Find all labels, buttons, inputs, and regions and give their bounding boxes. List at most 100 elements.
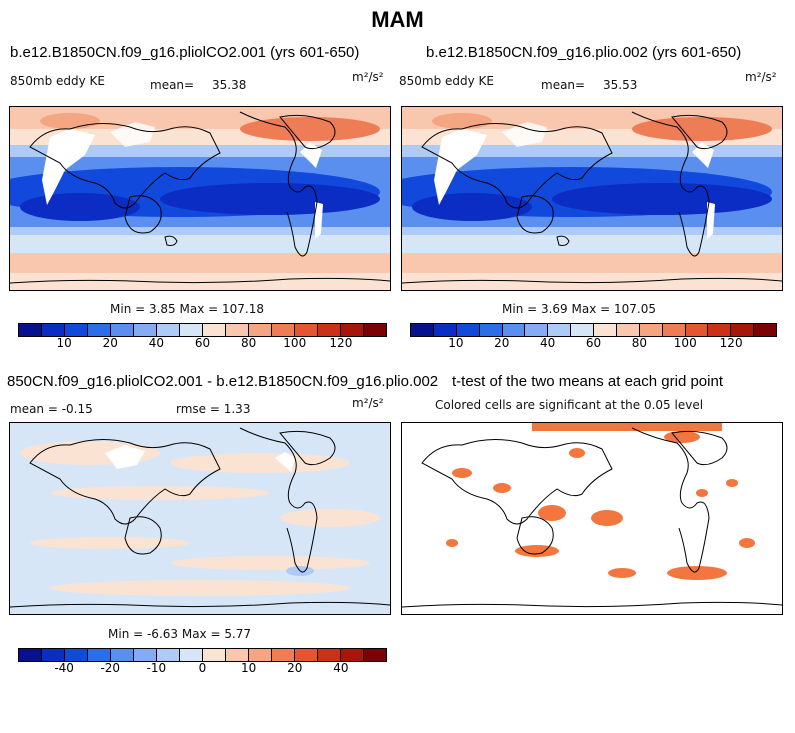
colorbar-swatch — [594, 324, 617, 336]
colorbar-swatch — [341, 324, 364, 336]
colorbar-swatch — [295, 324, 318, 336]
colorbar-swatch — [134, 324, 157, 336]
colorbar-swatch — [88, 649, 111, 661]
colorbar-swatch — [65, 649, 88, 661]
colorbar-swatch — [479, 324, 503, 336]
colorbar-swatch — [111, 649, 134, 661]
field-map-svg-top-right — [402, 107, 782, 290]
units-bottom-left: m²/s² — [352, 396, 384, 410]
mean-text-bottom-left: mean = -0.15 — [10, 402, 93, 416]
colorbar-swatch — [525, 324, 549, 336]
units-top-right: m²/s² — [745, 70, 777, 84]
figure-title: MAM — [371, 7, 424, 32]
colorbar-swatch — [685, 324, 709, 336]
variable-label-top-right: 850mb eddy KE — [399, 74, 495, 88]
colorbar-tick-label: 100 — [673, 336, 697, 350]
significance-map-svg-bottom-right — [402, 423, 782, 614]
colorbar-swatch — [456, 324, 480, 336]
colorbar-tick-label: 20 — [494, 336, 510, 350]
colorbar-top-right — [410, 323, 777, 337]
rmse-text-bottom-left: rmse = 1.33 — [176, 402, 251, 416]
mean-value-top-right: 35.53 — [603, 78, 638, 92]
colorbar-swatch — [616, 324, 640, 336]
map-bottom-right — [401, 422, 783, 615]
mean-label-top-right: mean= — [541, 78, 586, 92]
field-map-svg-top-left — [10, 107, 390, 290]
colorbar-tick-label: 80 — [240, 336, 257, 350]
units-top-left: m²/s² — [352, 70, 384, 84]
mean-value-top-left: 35.38 — [212, 78, 247, 92]
colorbar-swatch — [433, 324, 457, 336]
colorbar-swatch — [731, 324, 755, 336]
minmax-top-right: Min = 3.69 Max = 107.05 — [502, 302, 656, 316]
colorbar-swatch — [571, 324, 594, 336]
colorbar-swatch — [157, 324, 180, 336]
colorbar-tick-label: 120 — [719, 336, 743, 350]
colorbar-tick-label: -20 — [100, 661, 121, 675]
colorbar-tick-label: -10 — [146, 661, 167, 675]
colorbar-tick-label: 40 — [539, 336, 556, 350]
colorbar-tick-label: 10 — [56, 336, 72, 350]
colorbar-tick-label: 20 — [287, 661, 303, 675]
colorbar-tick-label: 40 — [148, 336, 165, 350]
colorbar-swatch — [502, 324, 526, 336]
colorbar-swatch — [226, 324, 249, 336]
colorbar-swatch — [226, 649, 249, 661]
colorbar-swatch — [364, 324, 386, 336]
colorbar-swatch — [111, 324, 134, 336]
colorbar-tick-label: 120 — [329, 336, 353, 350]
map-bottom-left — [9, 422, 391, 615]
difference-map-svg-bottom-left — [10, 423, 390, 614]
colorbar-swatch — [203, 649, 226, 661]
panel-title-top-right: b.e12.B1850CN.f09_g16.plio.002 (yrs 601-… — [426, 44, 742, 61]
subtitle-bottom-right: Colored cells are significant at the 0.0… — [435, 398, 704, 412]
colorbar-tick-label: 10 — [448, 336, 464, 350]
colorbar-swatch — [65, 324, 88, 336]
colorbar-swatch — [157, 649, 180, 661]
colorbar-tick-label: 60 — [585, 336, 602, 350]
colorbar-swatch — [249, 649, 272, 661]
colorbar-top-left — [18, 323, 387, 337]
colorbar-swatch — [318, 649, 341, 661]
colorbar-tick-label: 80 — [631, 336, 648, 350]
variable-label-top-left: 850mb eddy KE — [10, 74, 106, 88]
colorbar-swatch — [249, 324, 272, 336]
colorbar-swatch — [295, 649, 318, 661]
colorbar-swatch — [411, 324, 434, 336]
colorbar-swatch — [662, 324, 686, 336]
colorbar-swatch — [318, 324, 341, 336]
colorbar-tick-label: 0 — [198, 661, 207, 675]
colorbar-swatch — [341, 649, 364, 661]
colorbar-swatch — [548, 324, 572, 336]
colorbar-swatch — [754, 324, 776, 336]
colorbar-bottom-left — [18, 648, 387, 662]
colorbar-swatch — [180, 324, 203, 336]
colorbar-tick-label: 10 — [240, 661, 257, 675]
map-top-left — [9, 106, 391, 291]
colorbar-swatch — [203, 324, 226, 336]
colorbar-tick-label: 40 — [333, 661, 349, 675]
colorbar-swatch — [19, 324, 42, 336]
map-top-right — [401, 106, 783, 291]
colorbar-swatch — [180, 649, 203, 661]
colorbar-swatch — [272, 649, 295, 661]
mean-label-top-left: mean= — [150, 78, 195, 92]
colorbar-swatch — [42, 649, 65, 661]
colorbar-tick-label: 100 — [283, 336, 307, 350]
minmax-top-left: Min = 3.85 Max = 107.18 — [110, 302, 264, 316]
panel-title-top-left: b.e12.B1850CN.f09_g16.pliolCO2.001 (yrs … — [10, 44, 360, 61]
colorbar-swatch — [639, 324, 663, 336]
colorbar-tick-label: -40 — [54, 661, 74, 675]
colorbar-swatch — [19, 649, 42, 661]
panel-title-bottom-right: t-test of the two means at each grid poi… — [452, 373, 723, 390]
colorbar-tick-label: 60 — [194, 336, 211, 350]
panel-title-bottom-left: 850CN.f09_g16.pliolCO2.001 - b.e12.B1850… — [7, 373, 439, 390]
colorbar-swatch — [42, 324, 65, 336]
minmax-bottom-left: Min = -6.63 Max = 5.77 — [108, 627, 252, 641]
colorbar-swatch — [708, 324, 732, 336]
colorbar-swatch — [134, 649, 157, 661]
colorbar-swatch — [272, 324, 295, 336]
colorbar-swatch — [364, 649, 386, 661]
colorbar-tick-label: 20 — [102, 336, 118, 350]
colorbar-swatch — [88, 324, 111, 336]
